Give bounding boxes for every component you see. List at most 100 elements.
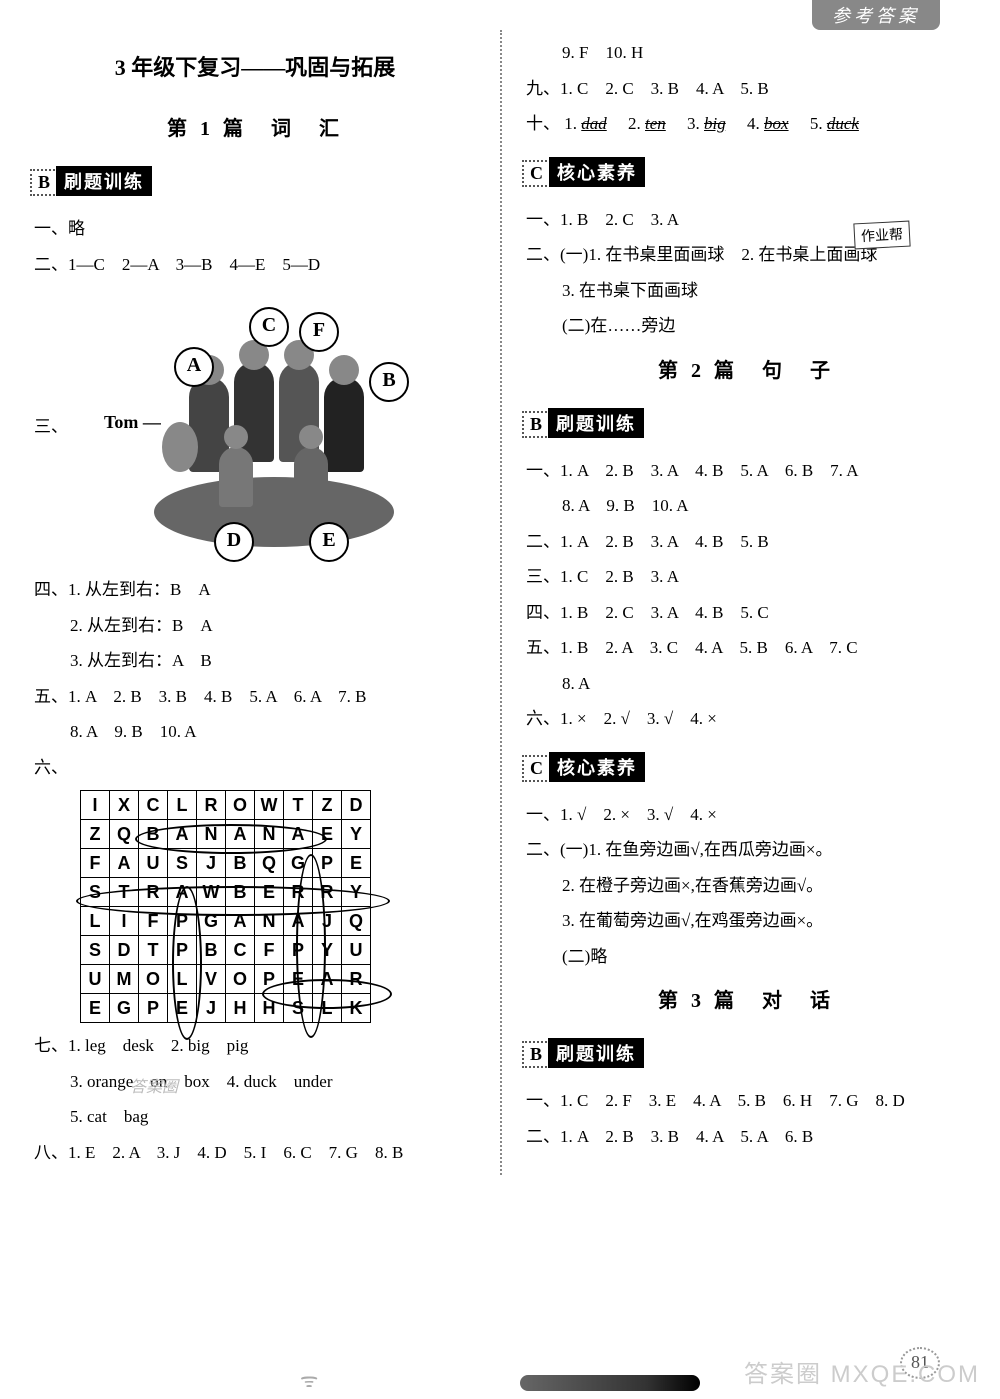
answer-line: 八、1. E 2. A 3. J 4. D 5. I 6. C 7. G 8. … xyxy=(30,1140,480,1166)
answer-line: 九、1. C 2. C 3. B 4. A 5. B xyxy=(522,76,970,102)
answer-line: 一、1. C 2. F 3. E 4. A 5. B 6. H 7. G 8. … xyxy=(522,1088,970,1114)
grid-cell: W xyxy=(197,878,226,907)
grid-cell: H xyxy=(255,994,284,1023)
grid-cell: I xyxy=(81,791,110,820)
grid-cell: B xyxy=(226,849,255,878)
grid-cell: P xyxy=(255,965,284,994)
b2q1-r1: 1. A 2. B 3. A 4. B 5. A 6. B 7. A xyxy=(560,461,859,480)
footer-decoration: ᯤ xyxy=(300,1366,318,1393)
section-c2-label: C核心素养 xyxy=(522,752,645,782)
q10-prefix: 十、 xyxy=(526,114,560,133)
answer-line: 一、略 xyxy=(30,216,480,242)
q7-prefix: 七、 xyxy=(34,1036,68,1055)
answer-line: 3. 从左到右：A B xyxy=(30,648,480,674)
grid-cell: R xyxy=(197,791,226,820)
section-tag: 刷题训练 xyxy=(548,1038,644,1068)
grid-cell: A xyxy=(168,820,197,849)
grid-cell: Z xyxy=(313,791,342,820)
title-sub-1: 第 1 篇 词 汇 xyxy=(30,112,480,141)
grid-cell: V xyxy=(197,965,226,994)
grid-cell: F xyxy=(139,907,168,936)
q10-i: 3. xyxy=(687,114,700,133)
answer-line: 二、1. A 2. B 3. B 4. A 5. A 6. B xyxy=(522,1124,970,1150)
watermark: 答案圈 MXQE.COM xyxy=(744,1354,980,1389)
grid-cell: O xyxy=(226,791,255,820)
answer-line: 六、1. × 2. √ 3. √ 4. × xyxy=(522,706,970,732)
grid-cell: P xyxy=(139,994,168,1023)
right-column: 9. F 10. H 九、1. C 2. C 3. B 4. A 5. B 十、… xyxy=(500,30,970,1175)
answer-line: 3. 在葡萄旁边画√,在鸡蛋旁边画×。 xyxy=(522,908,970,934)
grid-cell: S xyxy=(284,994,313,1023)
word-search-grid: IXCLROWTZDZQBANANAEYFAUSJBQGPESTRAWBERRY… xyxy=(80,790,371,1023)
q10-w: box xyxy=(764,114,789,133)
grid-cell: R xyxy=(139,878,168,907)
section-tag: 核心素养 xyxy=(549,157,645,187)
cartoon-person xyxy=(324,377,364,472)
diagram-base xyxy=(154,477,394,547)
diagram-label-e: E xyxy=(309,522,349,562)
grid-cell: T xyxy=(110,878,139,907)
answer-line: 五、1. A 2. B 3. B 4. B 5. A 6. A 7. B xyxy=(30,684,480,710)
b2q5-r1: 1. B 2. A 3. C 4. A 5. B 6. A 7. C xyxy=(560,638,858,657)
answer-line: 一、1. √ 2. × 3. √ 4. × xyxy=(522,802,970,828)
section-letter: B xyxy=(522,411,550,438)
page-content: 3 年级下复习——巩固与拓展 第 1 篇 词 汇 B刷题训练 一、略 二、1—C… xyxy=(0,0,1000,1175)
grid-cell: P xyxy=(284,936,313,965)
watermark-faded: 答案圈 xyxy=(130,1073,178,1097)
grid-cell: D xyxy=(342,791,371,820)
grid-cell: R xyxy=(284,878,313,907)
grid-cell: U xyxy=(342,936,371,965)
q10-w: duck xyxy=(827,114,859,133)
q10-i: 1. xyxy=(564,114,577,133)
grid-cell: B xyxy=(226,878,255,907)
answer-line: 9. F 10. H xyxy=(522,40,970,66)
section-b-label: B刷题训练 xyxy=(30,166,152,196)
grid-cell: K xyxy=(342,994,371,1023)
grid-cell: M xyxy=(110,965,139,994)
title-sub-3: 第 3 篇 对 话 xyxy=(522,984,970,1013)
answer-line: 二、1. A 2. B 3. A 4. B 5. B xyxy=(522,529,970,555)
tom-text: Tom xyxy=(104,412,138,432)
grid-cell: U xyxy=(139,849,168,878)
q4-prefix: 四、 xyxy=(34,580,68,599)
q5-prefix: 五、 xyxy=(34,687,68,706)
grid-cell: A xyxy=(110,849,139,878)
q10-i: 5. xyxy=(810,114,823,133)
cq2-r1a: (一)1. 在书桌里面画球 xyxy=(560,245,724,264)
grid-cell: B xyxy=(139,820,168,849)
handwritten-note: 作业帮 xyxy=(853,221,910,250)
left-column: 3 年级下复习——巩固与拓展 第 1 篇 词 汇 B刷题训练 一、略 二、1—C… xyxy=(30,30,500,1175)
diagram-label-a: A xyxy=(174,347,214,387)
grid-cell: N xyxy=(197,820,226,849)
grid-cell: N xyxy=(255,820,284,849)
grid-cell: D xyxy=(110,936,139,965)
grid-cell: J xyxy=(197,849,226,878)
answer-line: 2. 在橙子旁边画×,在香蕉旁边画√。 xyxy=(522,873,970,899)
q10-w: ten xyxy=(645,114,666,133)
grid-cell: A xyxy=(284,820,313,849)
q10-i: 2. xyxy=(628,114,641,133)
q10-w: big xyxy=(704,114,726,133)
grid-cell: G xyxy=(110,994,139,1023)
answer-line: 二、1—C 2—A 3—B 4—E 5—D xyxy=(30,252,480,278)
family-diagram: Tom — A B C D E F xyxy=(114,297,434,557)
grid-cell: R xyxy=(313,878,342,907)
answer-line: 2. 从左到右：B A xyxy=(30,613,480,639)
section-letter: C xyxy=(522,160,551,187)
answer-line: (二)在……旁边 xyxy=(522,313,970,339)
section-letter: C xyxy=(522,755,551,782)
answer-line: 8. A xyxy=(522,671,970,697)
section-c-label: C核心素养 xyxy=(522,157,645,187)
c2q2-prefix: 二、 xyxy=(526,840,560,859)
cartoon-person xyxy=(294,447,328,507)
grid-cell: Y xyxy=(313,936,342,965)
q10-w: dad xyxy=(581,114,607,133)
answer-line: 四、1. 从左到右：B A xyxy=(30,577,480,603)
q8-r1: 1. E 2. A 3. J 4. D 5. I 6. C 7. G 8. B xyxy=(68,1143,403,1162)
grid-cell: E xyxy=(313,820,342,849)
section-b3-label: B刷题训练 xyxy=(522,1038,644,1068)
grid-cell: E xyxy=(284,965,313,994)
footer-pencil-icon xyxy=(520,1375,700,1391)
grid-cell: L xyxy=(81,907,110,936)
answer-line: (二)略 xyxy=(522,944,970,970)
